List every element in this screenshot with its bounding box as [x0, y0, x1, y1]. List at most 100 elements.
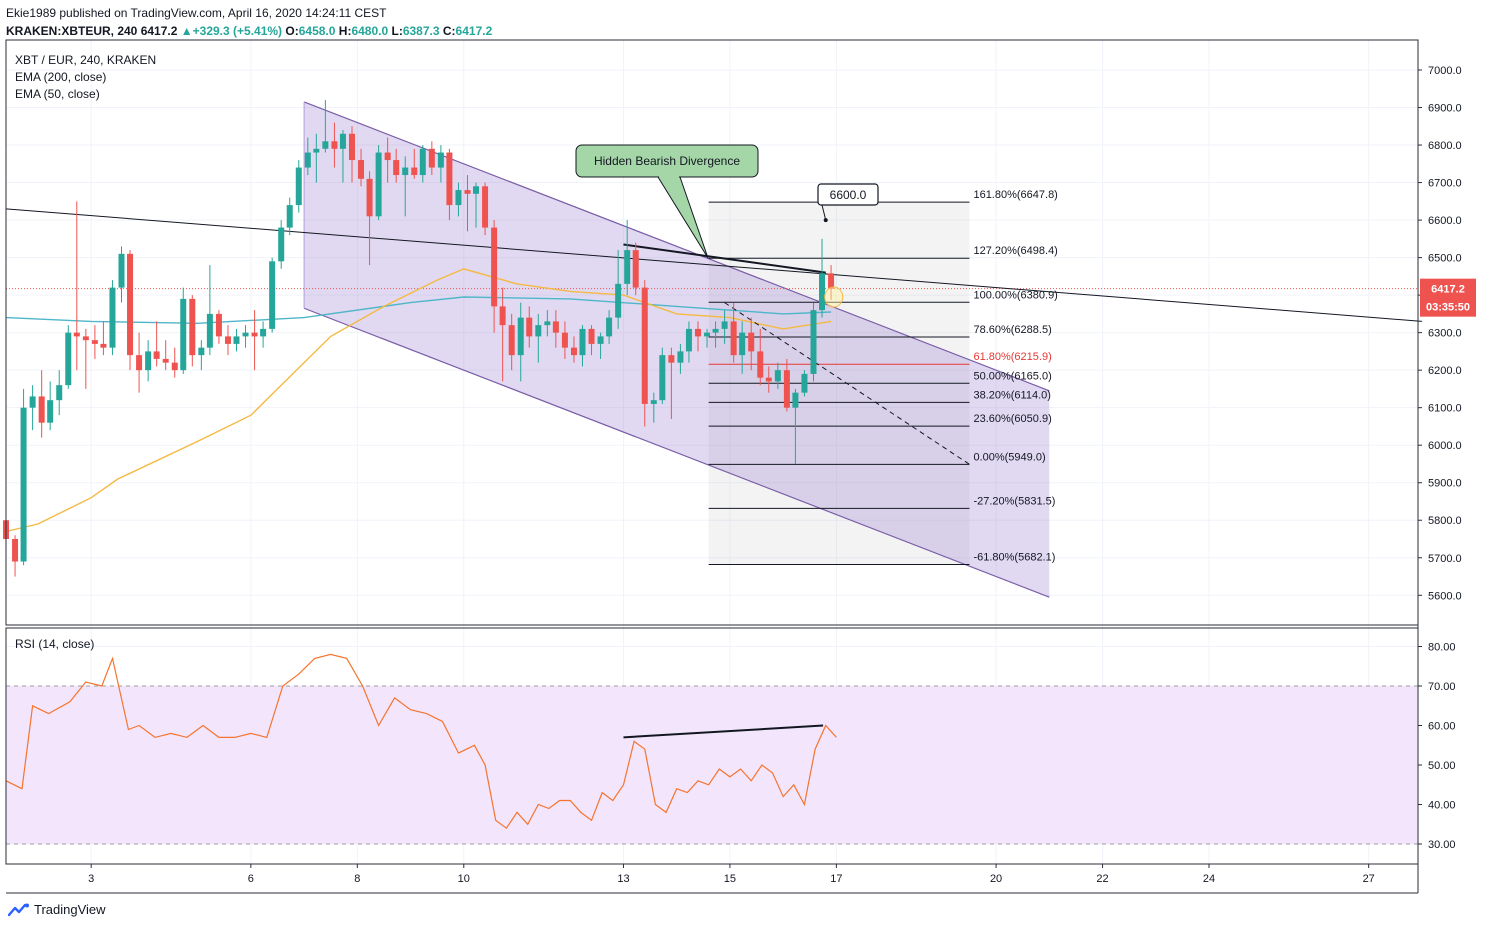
fib-level-label: -61.80%(5682.1) — [973, 551, 1055, 563]
candle-body-up — [242, 332, 249, 337]
ema200-line — [5, 296, 832, 325]
open-value: 6458.0 — [298, 24, 336, 38]
candle-body-up — [535, 325, 542, 337]
candle-body-up — [56, 385, 63, 401]
candle-body-up — [402, 167, 409, 176]
candle-body-down — [446, 152, 453, 206]
candle-body-up — [109, 287, 116, 348]
y-tick-label: 6200.0 — [1428, 365, 1462, 377]
tradingview-logo-icon — [8, 903, 29, 916]
rsi-line — [5, 653, 837, 830]
candle-body-down — [668, 355, 675, 363]
candle-body-down — [100, 343, 107, 348]
x-tick-label: 6 — [248, 873, 254, 885]
footer-brand[interactable]: TradingView — [8, 902, 106, 917]
y-tick-label: 6800.0 — [1428, 140, 1462, 152]
callout-text: Hidden Bearish Divergence — [594, 154, 740, 168]
high-value: 6480.0 — [351, 24, 389, 38]
channel-lower-line — [303, 307, 1050, 598]
price-change: +329.3 (+5.41%) — [192, 24, 283, 38]
candle-body-up — [517, 317, 524, 356]
y-tick-label: 6000.0 — [1428, 440, 1462, 452]
candle-body-up — [801, 373, 808, 393]
candle-body-up — [339, 133, 346, 149]
callout-pointer — [657, 176, 709, 259]
chart-header: Ekie1989 published on TradingView.com, A… — [6, 4, 492, 40]
fib-level-label: 161.80%(6647.8) — [973, 189, 1057, 201]
rsi-y-tick-label: 70.00 — [1428, 681, 1456, 693]
candle-body-down — [127, 253, 134, 356]
y-tick-label: 6500.0 — [1428, 253, 1462, 265]
candle-body-down — [641, 287, 648, 404]
candle-body-down — [171, 362, 178, 371]
candle-body-up — [20, 407, 27, 562]
candle-body-up — [206, 313, 213, 348]
y-tick-label: 6900.0 — [1428, 103, 1462, 115]
up-arrow-icon: ▲ — [180, 24, 193, 38]
candle-body-down — [82, 336, 89, 341]
low-value: 6387.3 — [402, 24, 440, 38]
price-badge — [1420, 278, 1476, 317]
candle-body-up — [704, 332, 711, 337]
target-pointer — [821, 204, 827, 221]
candle-body-down — [411, 167, 418, 176]
target-box — [817, 183, 879, 206]
open-label: O: — [285, 24, 299, 38]
candle-body-down — [91, 340, 98, 344]
legend-ema50: EMA (50, close) — [15, 87, 100, 101]
rsi-divergence-line — [623, 724, 824, 739]
legend-rsi: RSI (14, close) — [15, 637, 94, 651]
candle-body-up — [47, 400, 54, 423]
candle-body-up — [260, 328, 267, 337]
candle-body-up — [677, 351, 684, 363]
candle-body-up — [29, 396, 36, 408]
rsi-band — [6, 686, 1418, 844]
ema50-line — [5, 268, 832, 533]
x-tick-label: 10 — [458, 873, 470, 885]
fib-level-label: 78.60%(6288.5) — [973, 324, 1051, 336]
candle-body-up — [295, 167, 302, 206]
candle-body-down — [588, 328, 595, 344]
rsi-y-tick-label: 40.00 — [1428, 800, 1456, 812]
price-badge-countdown: 03:35:50 — [1426, 302, 1470, 314]
candle-body-up — [579, 328, 586, 356]
candle-body-up — [650, 400, 657, 404]
candle-body-down — [251, 332, 258, 337]
candle-body-up — [624, 250, 631, 284]
candle-body-up — [721, 321, 728, 329]
y-tick-label: 6700.0 — [1428, 178, 1462, 190]
candle-body-down — [331, 141, 338, 149]
candle-body-down — [783, 370, 790, 408]
rsi-y-tick-label: 50.00 — [1428, 760, 1456, 772]
y-tick-label: 7000.0 — [1428, 65, 1462, 77]
candle-body-down — [348, 133, 355, 161]
candle-body-up — [597, 336, 604, 344]
candle-body-up — [180, 298, 187, 371]
candle-body-up — [278, 227, 285, 262]
rsi-y-tick-label: 60.00 — [1428, 721, 1456, 733]
x-tick-label: 3 — [88, 873, 94, 885]
candle-body-down — [828, 273, 835, 289]
candle-body-up — [286, 205, 293, 228]
candle-body-down — [384, 152, 391, 161]
y-tick-label: 5800.0 — [1428, 515, 1462, 527]
candle-body-down — [12, 539, 19, 562]
fib-level-label: 0.00%(5949.0) — [973, 451, 1045, 463]
target-dot — [823, 218, 828, 223]
candle-body-up — [739, 332, 746, 356]
candle-body-up — [437, 152, 444, 168]
highlight-circle — [824, 286, 844, 308]
symbol-name: KRAKEN:XBTEUR, 240 — [6, 24, 138, 38]
fib-level-label: 38.20%(6114.0) — [973, 389, 1050, 401]
candle-body-down — [428, 148, 435, 168]
channel-fill — [304, 101, 1050, 598]
candle-body-down — [499, 306, 506, 326]
x-tick-label: 13 — [617, 873, 629, 885]
candle-body-down — [552, 321, 559, 333]
candle-body-down — [694, 328, 701, 337]
candle-body-down — [38, 396, 45, 423]
candle-body-up — [313, 148, 320, 153]
candle-body-down — [757, 351, 764, 378]
candle-body-down — [162, 358, 169, 363]
